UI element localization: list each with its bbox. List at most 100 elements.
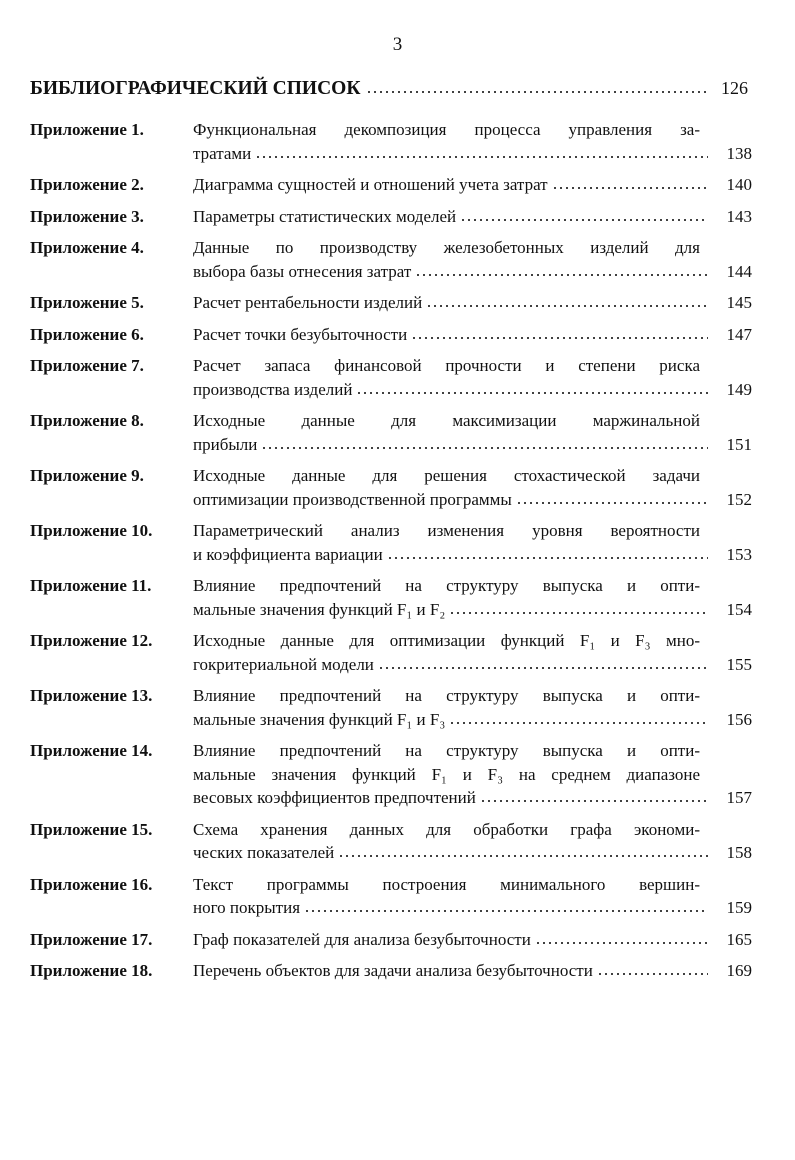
entry-last-line: весовых коэффициентов предпочтений 157 (193, 786, 752, 810)
contents-entry: Приложение 16. Текст программы построения… (0, 873, 795, 920)
entry-body: Расчет рентабельности изделий 145 (193, 291, 752, 315)
appendix-label: Приложение 9. (30, 466, 144, 485)
entry-page: 155 (726, 654, 753, 674)
appendix-label: Приложение 4. (30, 238, 144, 257)
contents-entry: Приложение 15. Схема хранения данных для … (0, 818, 795, 865)
entry-last-line: и коэффициента вариации 153 (193, 543, 752, 567)
entry-line: Расчет точки безубыточности (193, 324, 408, 344)
entry-line: Влияние предпочтений на структуру выпуск… (193, 576, 700, 595)
appendix-label: Приложение 5. (30, 293, 144, 312)
dot-leader (366, 90, 707, 94)
entry-body: Перечень объектов для задачи анализа без… (193, 959, 752, 983)
contents-entry: Приложение 17. Граф показателей для анали… (0, 928, 795, 952)
dot-leader (449, 720, 708, 725)
entry-body: Расчет точки безубыточности 147 (193, 323, 752, 347)
entry-line: Текст программы построения минимального … (193, 874, 700, 894)
contents-entry: Приложение 2. Диаграмма сущностей и отнош… (0, 173, 795, 197)
entry-line: Исходные данные для максимизации маржина… (193, 411, 700, 430)
entry-body: Функциональная декомпозиция процесса упр… (193, 118, 752, 165)
appendix-label: Приложение 6. (30, 324, 144, 344)
appendix-label: Приложение 2. (30, 175, 144, 194)
appendix-label: Приложение 8. (30, 411, 144, 430)
appendix-label: Приложение 1. (30, 120, 144, 139)
appendix-label: Приложение 11. (30, 576, 152, 595)
entry-line: производства изделий (193, 379, 353, 399)
dot-leader (255, 154, 708, 159)
entry-line: Граф показателей для анализа безубыточно… (193, 929, 531, 949)
entry-last-line: выбора базы отнесения затрат 144 (193, 260, 752, 284)
entry-line: ческих показателей (193, 843, 335, 862)
entry-line: Параметры статистических моделей (193, 206, 457, 226)
entry-page: 156 (726, 709, 753, 729)
heading-row: БИБЛИОГРАФИЧЕСКИЙ СПИСОК 126 (30, 78, 748, 100)
entry-page: 159 (726, 898, 753, 917)
page-number: 3 (392, 34, 403, 55)
entry-line: Расчет рентабельности изделий (193, 293, 423, 312)
contents-entry: Приложение 10. Параметрический анализ изм… (0, 519, 795, 566)
contents-entry: Приложение 5. Расчет рентабельности издел… (0, 291, 795, 315)
entry-line: мальные значения функций F₁ и F₂ (193, 599, 446, 619)
entry-last-line: Расчет точки безубыточности 147 (193, 323, 752, 347)
entry-line: и коэффициента вариации (193, 544, 383, 564)
entry-page: 153 (726, 544, 753, 564)
contents-entry: Приложение 1. Функциональная декомпозиция… (0, 118, 795, 165)
entry-line: Расчет запаса финансовой прочности и сте… (193, 356, 700, 375)
dot-leader (534, 940, 708, 945)
entry-line: прибыли (193, 434, 258, 454)
entry-line: ного покрытия (193, 898, 301, 917)
entry-last-line: Параметры статистических моделей 143 (193, 205, 752, 229)
appendix-label: Приложение 7. (30, 356, 144, 375)
contents-entry: Приложение 3. Параметры статистических мо… (0, 205, 795, 229)
entry-body: Параметры статистических моделей 143 (193, 205, 752, 229)
dot-leader (304, 909, 708, 913)
dot-leader (479, 799, 708, 803)
entry-page: 154 (726, 599, 753, 619)
entry-page: 158 (726, 843, 753, 862)
contents-entry: Приложение 11. Влияние предпочтений на ст… (0, 574, 795, 621)
entry-body: Исходные данные для решения стохастическ… (193, 464, 752, 511)
dot-leader (515, 500, 708, 505)
contents-entry: Приложение 13. Влияние предпочтений на ст… (0, 684, 795, 731)
dot-leader (449, 610, 708, 615)
heading-page: 126 (721, 78, 748, 98)
appendix-label: Приложение 13. (30, 686, 153, 705)
contents-entry: Приложение 6. Расчет точки безубыточности… (0, 323, 795, 347)
entry-line: оптимизации производственной программы (193, 489, 512, 509)
entry-line: выбора базы отнесения затрат (193, 261, 412, 281)
entry-page: 165 (726, 929, 753, 949)
entry-last-line: оптимизации производственной программы 15… (193, 488, 752, 512)
entry-line: весовых коэффициентов предпочтений (193, 788, 476, 807)
entry-line: Перечень объектов для задачи анализа без… (193, 961, 593, 980)
appendix-label: Приложение 18. (30, 961, 153, 980)
entry-line: Функциональная декомпозиция процесса упр… (193, 120, 700, 139)
entry-body: Схема хранения данных для обработки граф… (193, 818, 752, 865)
entry-line: мальные значения функций F₁ и F₃ на сред… (193, 764, 700, 784)
appendix-label: Приложение 17. (30, 929, 153, 949)
entry-last-line: мальные значения функций F₁ и F₃ 156 (193, 708, 752, 732)
dot-leader (415, 272, 708, 277)
entry-body: Диаграмма сущностей и отношений учета за… (193, 173, 752, 197)
dot-leader (411, 335, 708, 340)
contents-list: Приложение 1. Функциональная декомпозиция… (0, 118, 795, 991)
dot-leader (356, 390, 708, 395)
entry-line: гокритериальной модели (193, 654, 374, 674)
contents-entry: Приложение 12. Исходные данные для оптими… (0, 629, 795, 676)
entry-body: Влияние предпочтений на структуру выпуск… (193, 684, 752, 731)
entry-page: 143 (726, 206, 753, 226)
entry-line: Исходные данные для оптимизации функций … (193, 631, 700, 650)
entry-page: 147 (726, 324, 753, 344)
entry-last-line: производства изделий 149 (193, 378, 752, 402)
dot-leader (596, 972, 708, 976)
appendix-label: Приложение 3. (30, 206, 144, 226)
entry-page: 169 (726, 961, 753, 980)
contents-entry: Приложение 7. Расчет запаса финансовой пр… (0, 354, 795, 401)
entry-line: Схема хранения данных для обработки граф… (193, 819, 700, 839)
entry-body: Граф показателей для анализа безубыточно… (193, 928, 752, 952)
entry-body: Исходные данные для оптимизации функций … (193, 629, 752, 676)
entry-last-line: Граф показателей для анализа безубыточно… (193, 928, 752, 952)
entry-body: Текст программы построения минимального … (193, 873, 752, 920)
entry-last-line: тратами 138 (193, 142, 752, 166)
entry-last-line: прибыли 151 (193, 433, 752, 457)
entry-line: тратами (193, 143, 252, 163)
